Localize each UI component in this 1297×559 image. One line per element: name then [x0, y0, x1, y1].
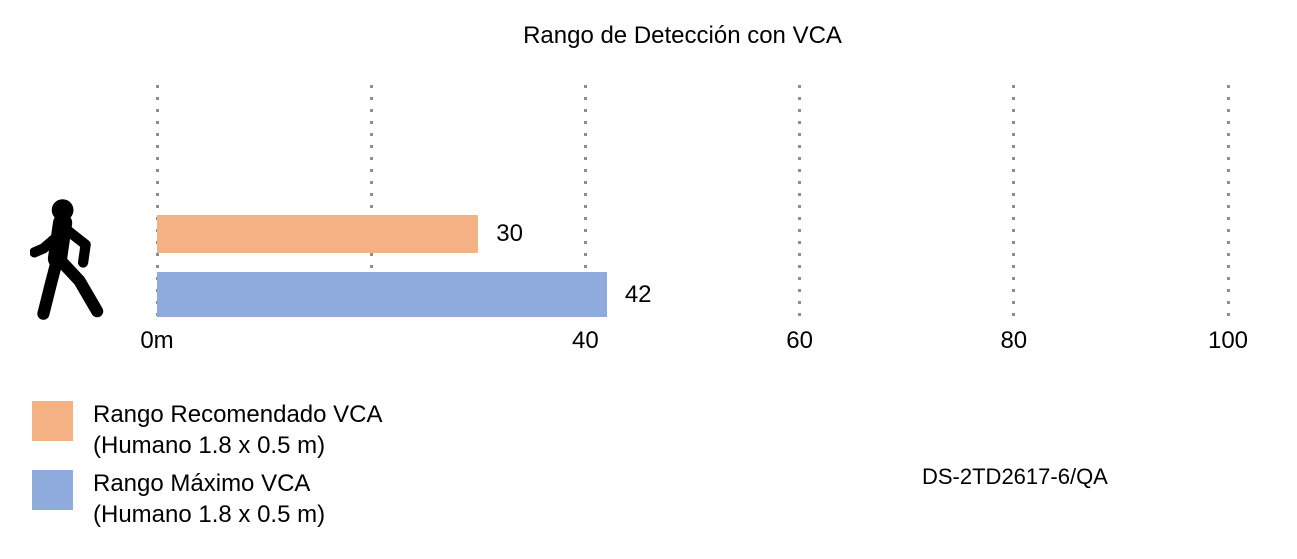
x-tick-label: 0m — [140, 327, 174, 354]
gridline — [155, 85, 159, 323]
legend-sublabel-line: (Humano 1.8 x 0.5 m) — [93, 432, 326, 459]
x-axis: 0m 40 60 80 100 — [140, 327, 1248, 357]
bar-recommended-vca — [157, 215, 479, 253]
legend-sublabel-line: (Humano 1.8 x 0.5 m) — [93, 501, 326, 528]
legend: Rango Recomendado VCA (Humano 1.8 x 0.5 … — [32, 399, 383, 530]
chart-title: Rango de Detección con VCA — [523, 22, 842, 49]
bar-row-maximum-vca: 42 — [157, 272, 1228, 317]
bar-value-recommended-vca: 30 — [496, 220, 523, 247]
legend-label-recommended: Rango Recomendado VCA (Humano 1.8 x 0.5 … — [93, 399, 383, 461]
gridline — [583, 85, 587, 323]
bar-maximum-vca — [157, 272, 607, 317]
gridline — [798, 85, 802, 323]
x-tick-label: 60 — [786, 327, 813, 354]
bar-row-recommended-vca: 30 — [157, 215, 1228, 253]
gridline — [1012, 85, 1016, 323]
model-label: DS-2TD2617-6/QA — [922, 464, 1108, 489]
person-walking-icon — [30, 199, 104, 320]
gridline-layer — [155, 85, 1230, 323]
legend-item-maximum: Rango Máximo VCA (Humano 1.8 x 0.5 m) — [32, 468, 383, 530]
bar-value-maximum-vca: 42 — [624, 280, 652, 308]
legend-item-recommended: Rango Recomendado VCA (Humano 1.8 x 0.5 … — [32, 399, 383, 461]
x-tick-label: 40 — [572, 327, 599, 354]
gridline — [369, 85, 373, 323]
legend-label-line: Rango Recomendado VCA — [93, 401, 383, 428]
x-tick-label: 100 — [1207, 327, 1249, 354]
legend-swatch-recommended — [32, 401, 73, 441]
legend-label-line: Rango Máximo VCA — [93, 470, 311, 497]
legend-label-maximum: Rango Máximo VCA (Humano 1.8 x 0.5 m) — [93, 468, 325, 530]
plot-area: 30 42 — [155, 85, 1230, 323]
x-tick-label: 80 — [1000, 327, 1028, 354]
legend-swatch-maximum — [32, 470, 73, 510]
gridline — [1226, 85, 1230, 323]
